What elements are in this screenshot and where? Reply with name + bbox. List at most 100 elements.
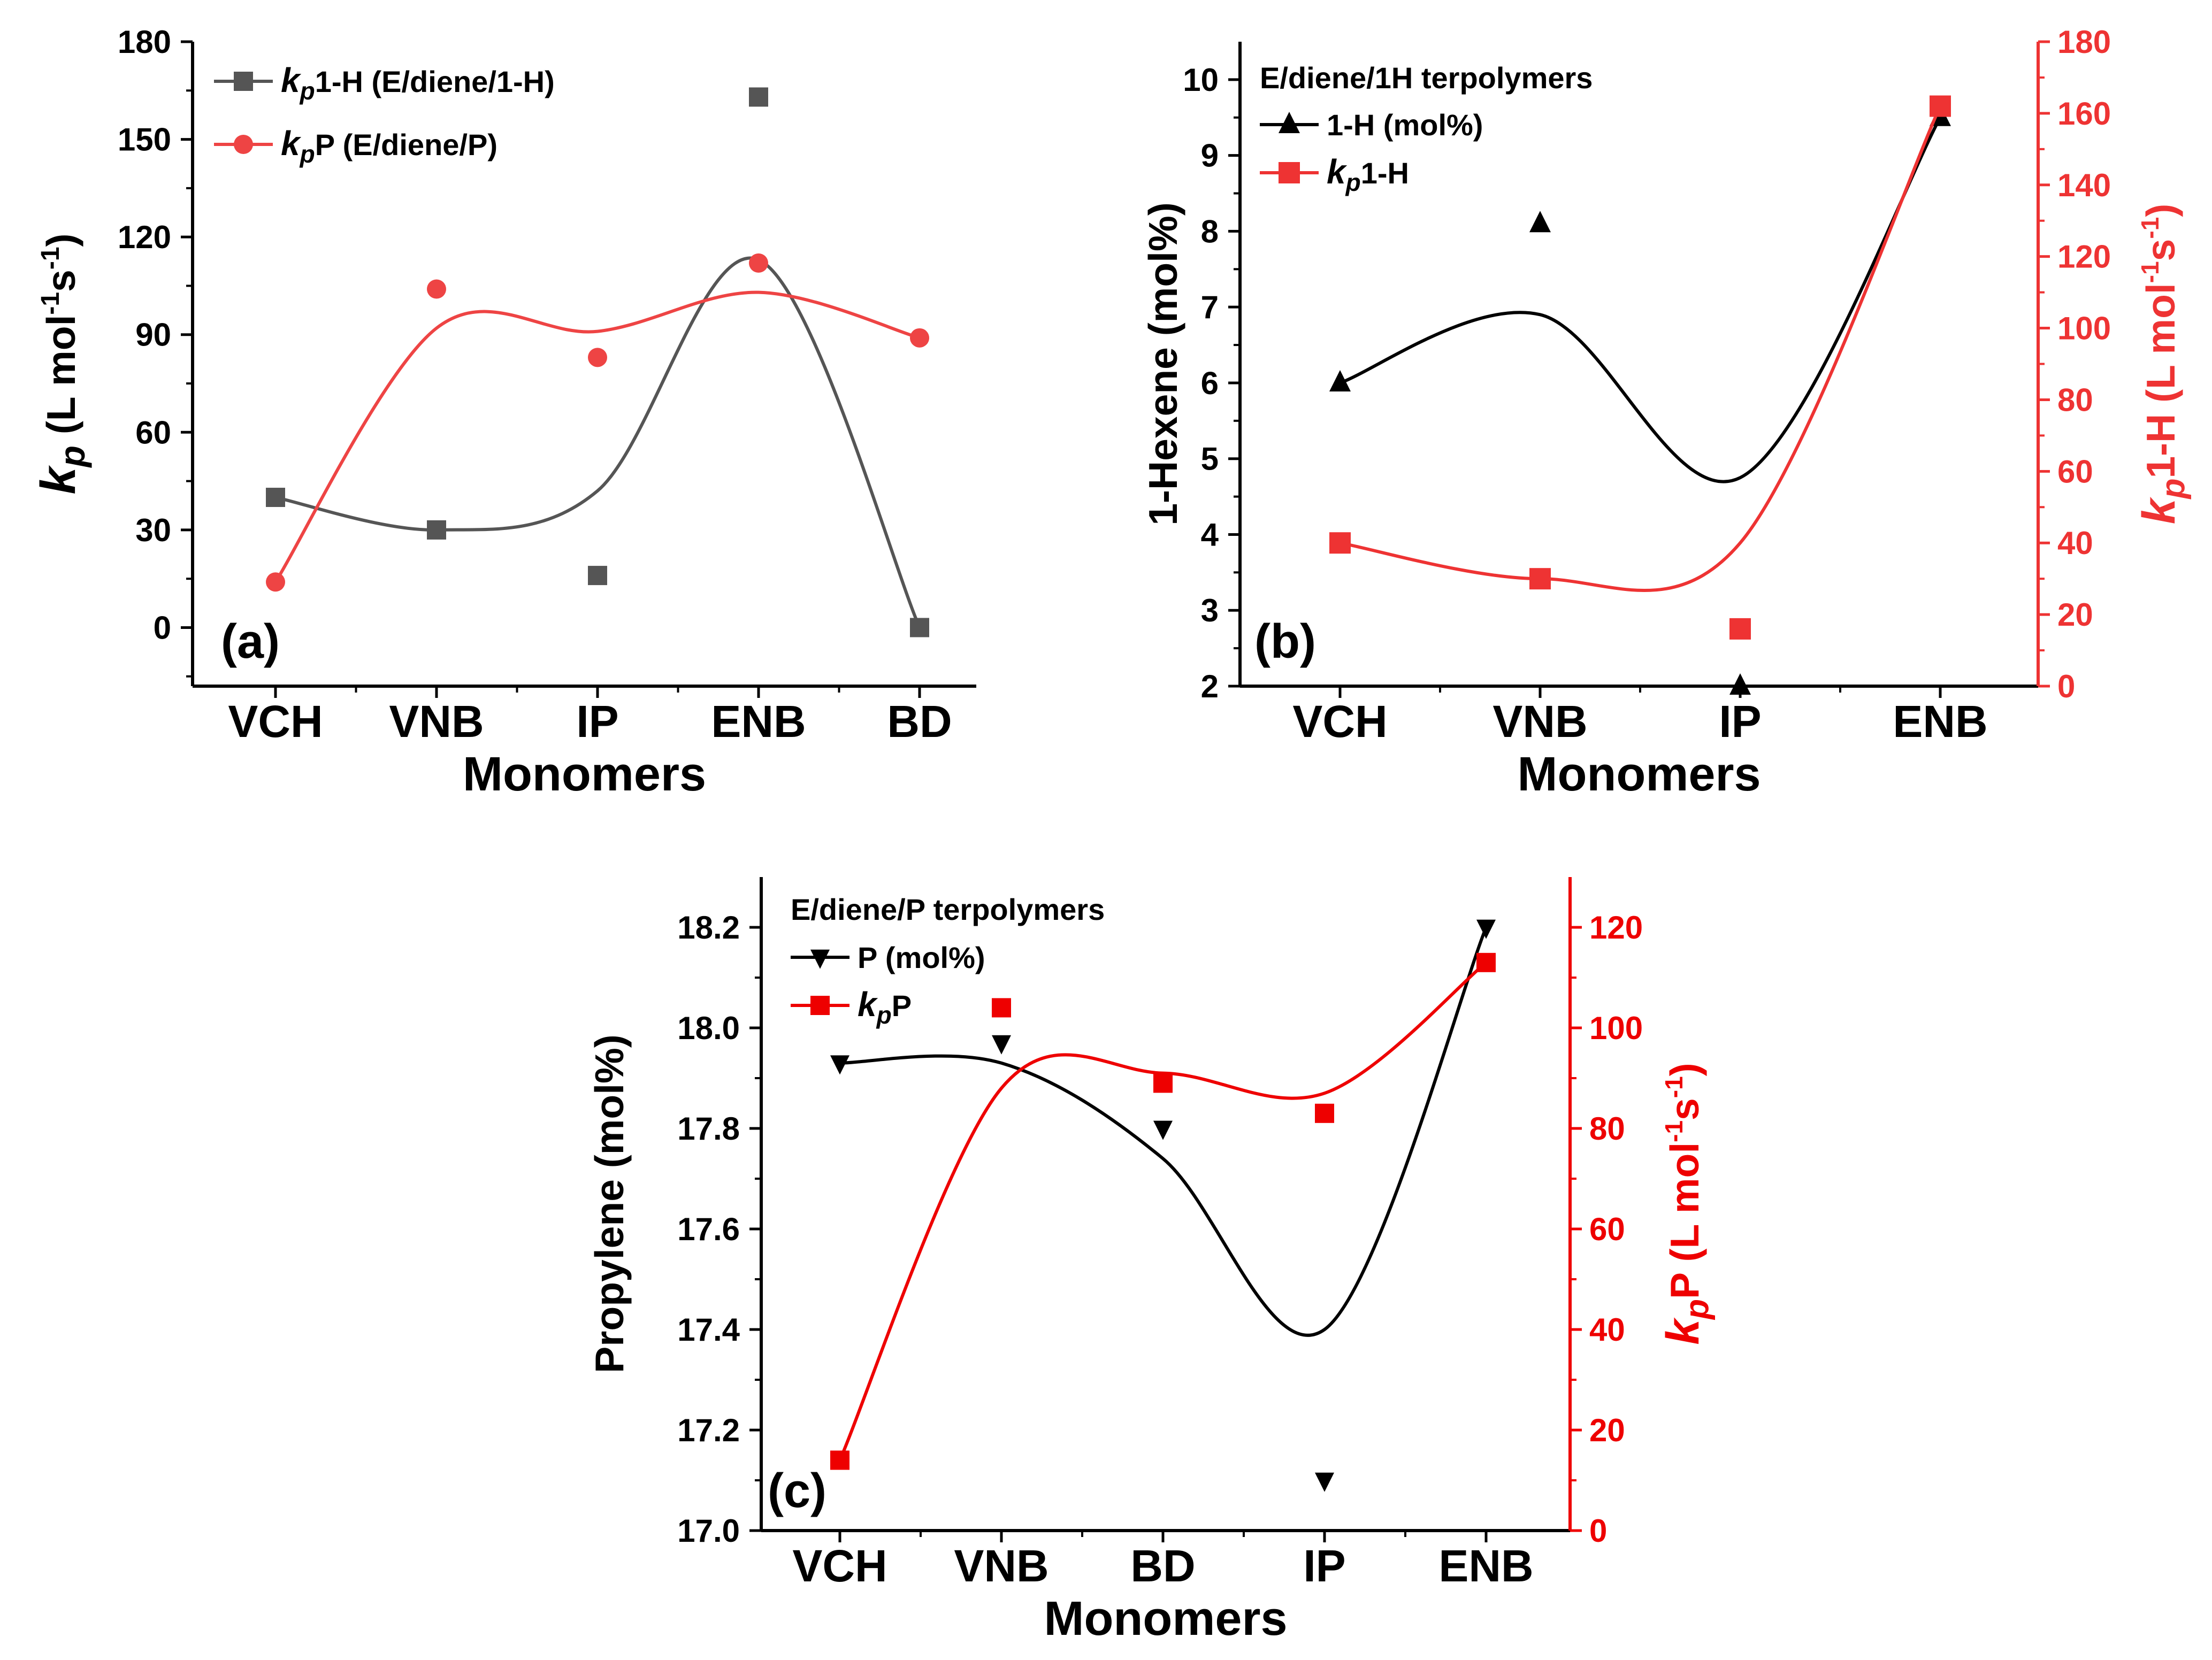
data-point-p-mol-vch <box>830 1055 849 1075</box>
x-tick-label-enb: ENB <box>711 696 806 747</box>
legend-marker <box>810 949 830 969</box>
rich-label: kp1-H (E/diene/1-H) <box>281 61 555 105</box>
data-point-p-mol-ip <box>1315 1472 1334 1492</box>
x-tick-label-vch: VCH <box>792 1541 887 1591</box>
x-tick-label-vch: VCH <box>228 696 323 747</box>
y-tick-label: 18.0 <box>677 1010 740 1046</box>
y-right-tick-label: 120 <box>1589 910 1643 946</box>
y-right-tick-label: 60 <box>1589 1211 1625 1247</box>
series-line-kp1-h-e-diene-1-h <box>275 256 921 628</box>
series-line-p-mol <box>839 926 1488 1337</box>
data-point-kpp-vch <box>830 1450 849 1470</box>
y-right-tick-label: 100 <box>2057 311 2111 347</box>
x-tick-label-bd: BD <box>887 696 952 747</box>
x-tick-label-vch: VCH <box>1292 696 1387 747</box>
panel-label: (b) <box>1254 615 1316 668</box>
x-tick-label-enb: ENB <box>1438 1541 1533 1591</box>
y-right-tick-label: 100 <box>1589 1010 1643 1046</box>
series-line-kp1-h <box>1340 105 1942 592</box>
rich-label: kp1-H <box>1327 152 1409 196</box>
y-tick-label: 120 <box>118 219 171 255</box>
rich-label: kpP <box>858 985 912 1029</box>
y-right-tick-label: 0 <box>1589 1513 1607 1549</box>
data-point-1-h-mol-ip <box>1729 673 1751 695</box>
legend: 1-H (mol%) kp1-H <box>1260 108 1483 196</box>
y-right-axis-title: kp1-H (L mol-1s-1) <box>2133 204 2192 525</box>
legend-marker <box>810 996 830 1015</box>
data-point-kpp-e-diene-p-vch <box>266 572 285 592</box>
legend-title: E/diene/1H terpolymers <box>1260 61 1593 95</box>
data-point-kp1-h-enb <box>1930 95 1951 117</box>
data-point-kp1-h-vch <box>1329 532 1351 554</box>
y-left-axis-title: 1-Hexene (mol%) <box>1141 202 1185 525</box>
y-tick-label: 10 <box>1183 62 1219 98</box>
rich-label: P (mol%) <box>858 941 985 974</box>
data-point-kpp-ip <box>1315 1103 1334 1123</box>
legend-item-kp1-h: kp1-H <box>1260 152 1409 196</box>
y-tick-label: 6 <box>1201 365 1219 401</box>
x-tick-label-vnb: VNB <box>1492 696 1587 747</box>
data-point-p-mol-vnb <box>992 1035 1011 1055</box>
y-tick-label: 9 <box>1201 138 1219 174</box>
y-right-axis-title: kpP (L mol-1s-1) <box>1657 1063 1716 1344</box>
x-tick-label-vnb: VNB <box>389 696 484 747</box>
y-left-axis-title: Propylene (mol%) <box>587 1034 632 1373</box>
rich-label: 1-H (mol%) <box>1327 108 1483 142</box>
panel-2: 17.0 17.2 17.4 17.6 17.8 18.0 18.2 0 20 40 60 80 100… <box>587 877 1716 1646</box>
legend-item-1-h-mol: 1-H (mol%) <box>1260 108 1483 142</box>
y-tick-label: 4 <box>1201 517 1219 552</box>
x-axis-title: Monomers <box>1044 1592 1287 1646</box>
data-point-kpp-e-diene-p-vnb <box>427 279 446 299</box>
series-line-kpp-e-diene-p <box>274 290 920 583</box>
y-left-title-text: Propylene (mol%) <box>587 1034 632 1373</box>
y-tick-label: 5 <box>1201 441 1219 477</box>
x-tick-label-ip: IP <box>1303 1541 1345 1591</box>
legend-marker <box>1279 112 1300 133</box>
x-tick-label-bd: BD <box>1130 1541 1195 1591</box>
y-tick-label: 8 <box>1201 213 1219 249</box>
data-point-kpp-e-diene-p-enb <box>749 253 768 273</box>
data-point-kpp-e-diene-p-ip <box>588 348 607 367</box>
y-tick-label: 17.2 <box>677 1412 740 1448</box>
y-tick-label: 180 <box>118 24 171 60</box>
x-tick-label-ip: IP <box>1719 696 1761 747</box>
data-point-kp1-h-e-diene-1-h-ip <box>588 566 607 586</box>
data-point-kpp-vnb <box>992 998 1011 1018</box>
panel-label: (c) <box>768 1464 826 1518</box>
y-tick-label: 30 <box>135 512 171 548</box>
y-tick-label: 150 <box>118 122 171 158</box>
data-point-kp1-h-e-diene-1-h-bd <box>910 618 929 637</box>
y-tick-label: 17.0 <box>677 1513 740 1549</box>
y-right-tick-label: 160 <box>2057 96 2111 132</box>
y-right-tick-label: 0 <box>2057 668 2075 704</box>
data-point-kp1-h-e-diene-1-h-enb <box>749 87 768 107</box>
y-right-tick-label: 20 <box>2057 597 2093 633</box>
y-tick-label: 17.6 <box>677 1211 740 1247</box>
series-kp1-h <box>1329 95 1951 640</box>
series-line-1-h-mol <box>1340 117 1942 483</box>
y-right-tick-label: 40 <box>1589 1312 1625 1348</box>
legend-item-kp1-h-e-diene-1-h: kp1-H (E/diene/1-H) <box>214 61 555 105</box>
data-point-1-h-mol-vch <box>1329 370 1351 391</box>
panel-0: 0 30 60 90 120 150 180 VCH VNB IP ENB BD Monomers kp … <box>31 24 976 801</box>
rich-label: kp1-H (L mol-1s-1) <box>2133 204 2192 525</box>
legend-marker <box>234 135 253 154</box>
y-right-tick-label: 20 <box>1589 1412 1625 1448</box>
data-point-kp1-h-e-diene-1-h-vnb <box>427 520 446 540</box>
x-axis-title: Monomers <box>463 748 706 801</box>
series-p-mol <box>830 919 1496 1492</box>
y-tick-label: 2 <box>1201 668 1219 704</box>
y-tick-label: 7 <box>1201 289 1219 325</box>
legend-item-kpp-e-diene-p: kpP (E/diene/P) <box>214 124 497 168</box>
y-left-title-text: 1-Hexene (mol%) <box>1141 202 1185 525</box>
data-point-kp1-h-e-diene-1-h-vch <box>266 488 285 508</box>
legend-item-kpp: kpP <box>791 985 912 1029</box>
legend-title: E/diene/P terpolymers <box>791 893 1105 926</box>
y-tick-label: 0 <box>154 610 171 645</box>
x-tick-label-ip: IP <box>576 696 618 747</box>
data-point-kpp-e-diene-p-bd <box>910 328 929 348</box>
data-point-kpp-enb <box>1476 952 1496 972</box>
